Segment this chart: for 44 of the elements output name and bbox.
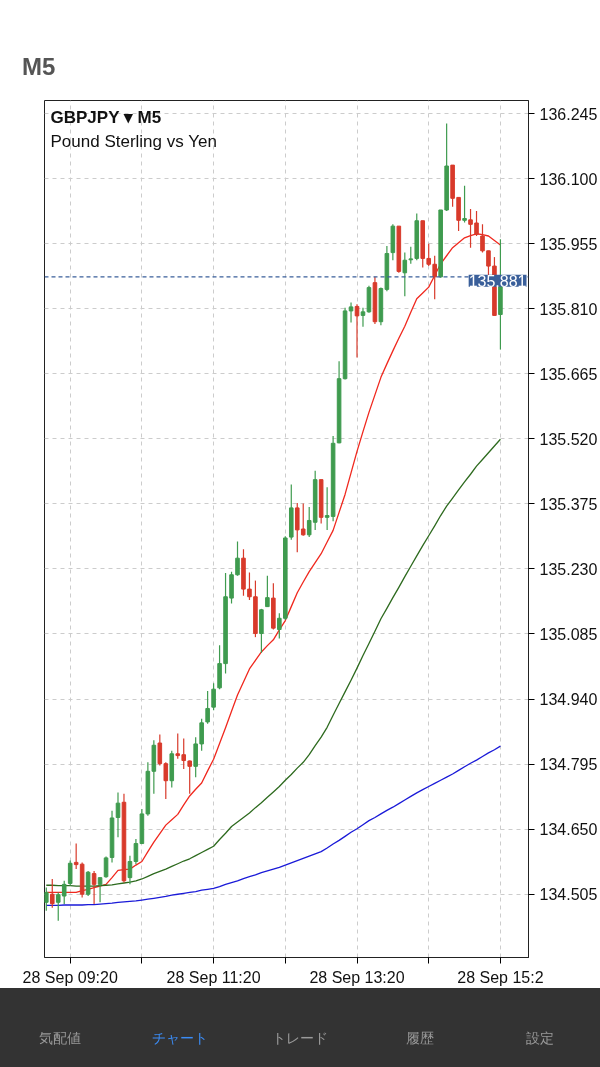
candlestick xyxy=(354,303,360,359)
text: トレード xyxy=(271,1029,329,1048)
text: Pound Sterling vs Yen xyxy=(50,131,217,151)
text: 履歴 xyxy=(405,1029,435,1048)
y-tick-label: 134.795 xyxy=(539,756,598,774)
candlestick xyxy=(259,608,264,654)
candlestick xyxy=(97,877,103,903)
x-tick-label: 28 Sep 15:2 xyxy=(457,968,544,986)
y-tick-label: 135.375 xyxy=(539,495,598,513)
candlestick xyxy=(211,682,216,711)
candlestick xyxy=(402,252,408,297)
candlestick xyxy=(360,307,366,328)
y-tick-label: 136.100 xyxy=(539,170,598,188)
candlestick xyxy=(187,759,192,795)
y-tick-label: 135.810 xyxy=(539,300,598,318)
x-tick-label: 28 Sep 13:20 xyxy=(309,968,405,986)
x-tick-label: 28 Sep 09:20 xyxy=(22,968,118,986)
candlestick xyxy=(44,886,49,912)
x-tick-label: 28 Sep 11:20 xyxy=(166,968,261,986)
candlestick xyxy=(205,690,210,725)
y-tick-label: 135.665 xyxy=(539,365,598,383)
y-tick-label: 135.520 xyxy=(539,430,598,448)
y-tick-label: 135.085 xyxy=(539,625,598,643)
text: 設定 xyxy=(525,1029,555,1048)
candlestick xyxy=(462,185,467,224)
candlestick xyxy=(49,878,55,909)
candlestick xyxy=(157,733,163,767)
y-tick-label: 134.505 xyxy=(539,886,598,904)
text: M5 xyxy=(21,52,56,82)
y-tick-label: 135.230 xyxy=(539,560,598,578)
candlestick xyxy=(85,870,91,897)
line-series xyxy=(45,745,502,907)
chart-title: GBPJPY ▾ M5 xyxy=(50,107,162,127)
candlestick xyxy=(163,761,169,800)
y-tick-label: 135.955 xyxy=(539,235,598,253)
y-tick-label: 134.650 xyxy=(539,821,598,839)
candlestick xyxy=(265,575,270,608)
ref-line-label: 135.881 xyxy=(468,272,527,290)
candlestick xyxy=(91,870,97,905)
y-tick-label: 134.940 xyxy=(539,691,598,709)
y-tick-label: 136.245 xyxy=(539,105,598,123)
candlestick xyxy=(67,859,73,887)
text: チャート xyxy=(151,1029,209,1048)
text: 気配値 xyxy=(38,1029,82,1048)
